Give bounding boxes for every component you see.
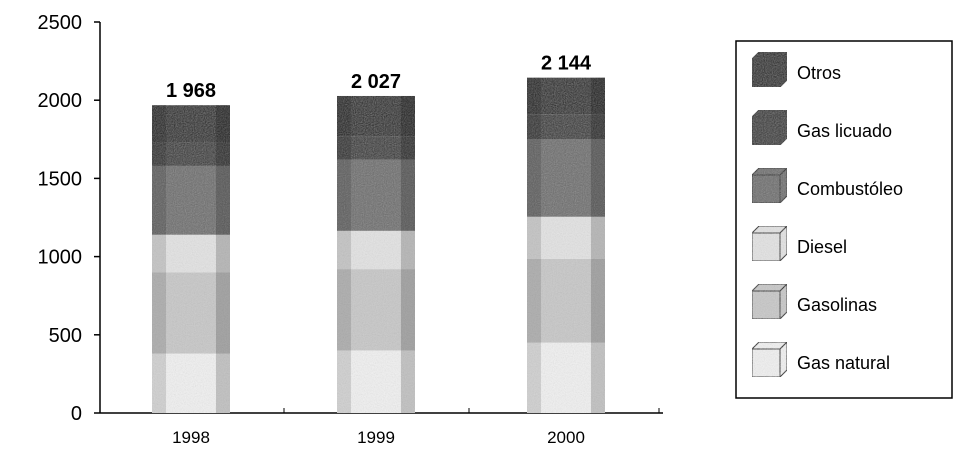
bar-segment [152, 272, 230, 354]
bar-total-label: 2 027 [351, 71, 401, 93]
bar-segment [527, 77, 605, 115]
bar-segment [152, 105, 230, 143]
legend-item: Gasolinas [750, 282, 877, 321]
bar-segment [337, 350, 415, 413]
bar-shade-right [590, 77, 605, 413]
legend-label: Gas licuado [797, 121, 892, 141]
legend-item: Combustóleo [750, 166, 903, 205]
bar-stack-1998 [152, 105, 230, 413]
legend-swatch-side [779, 224, 788, 263]
bar-total-label: 1 968 [166, 80, 216, 102]
bar-segment [337, 159, 415, 231]
legend-frame [735, 40, 953, 399]
legend-swatch-side [779, 50, 788, 89]
plot-area: 0 500 1000 1500 2000 2500 1998 1999 2000 1 968 2… [38, 12, 663, 447]
bar-segment [152, 353, 230, 413]
legend-items: Otros Gas licuado Combustóleo Diesel Gasolin… [750, 50, 903, 379]
y-tick-label: 2500 [38, 12, 83, 34]
legend-label: Diesel [797, 237, 847, 257]
bar-segment [337, 95, 415, 137]
bar-segment [527, 342, 605, 413]
bar-segment [527, 114, 605, 140]
legend-swatch-side [779, 108, 788, 147]
legend-item: Otros [750, 50, 841, 89]
bar-segment [152, 165, 230, 235]
y-tick-label: 1500 [38, 168, 83, 190]
legend-swatch [751, 232, 781, 262]
legend-item: Diesel [750, 224, 847, 263]
legend-swatch-side [779, 282, 788, 321]
legend-swatch [751, 58, 781, 88]
bar-shade-right [215, 105, 230, 413]
legend-swatch-side [779, 166, 788, 205]
bar-segment [337, 269, 415, 351]
y-tick-label: 2000 [38, 90, 83, 112]
bar-shade-left [152, 105, 167, 413]
legend-swatch [751, 290, 781, 320]
x-axis-labels: 1998 1999 2000 [172, 408, 660, 447]
bar-segment [337, 230, 415, 270]
bar-shade-right [400, 95, 415, 413]
legend-item: Gas natural [750, 340, 890, 379]
bar-shade-left [527, 77, 542, 413]
y-axis-ticks: 0 500 1000 1500 2000 2500 [38, 12, 100, 425]
bar-stack-2000 [527, 77, 605, 413]
x-tick-label: 1999 [357, 428, 395, 447]
bar-segment [527, 139, 605, 217]
legend-swatch-side [779, 340, 788, 379]
bar-segment [527, 258, 605, 343]
legend-label: Gas natural [797, 353, 890, 373]
legend-label: Otros [797, 63, 841, 83]
y-tick-label: 0 [71, 403, 82, 425]
legend-item: Gas licuado [750, 108, 892, 147]
bar-stack-1999 [337, 95, 415, 413]
legend-swatch [751, 348, 781, 378]
bar-total-labels: 1 968 2 027 2 144 [166, 53, 592, 103]
bar-segment [152, 142, 230, 166]
bar-segment [527, 216, 605, 259]
legend: Otros Gas licuado Combustóleo Diesel Gasolin… [735, 40, 953, 399]
legend-label: Gasolinas [797, 295, 877, 315]
legend-swatch [751, 174, 781, 204]
bars [152, 77, 605, 413]
y-tick-label: 500 [49, 325, 82, 347]
y-tick-label: 1000 [38, 247, 83, 269]
legend-label: Combustóleo [797, 179, 903, 199]
x-tick-label: 1998 [172, 428, 210, 447]
bar-total-label: 2 144 [541, 53, 592, 75]
bar-shade-left [337, 95, 352, 413]
bar-segment [337, 136, 415, 160]
legend-swatch [751, 116, 781, 146]
bar-segment [152, 234, 230, 273]
x-tick-label: 2000 [547, 428, 585, 447]
